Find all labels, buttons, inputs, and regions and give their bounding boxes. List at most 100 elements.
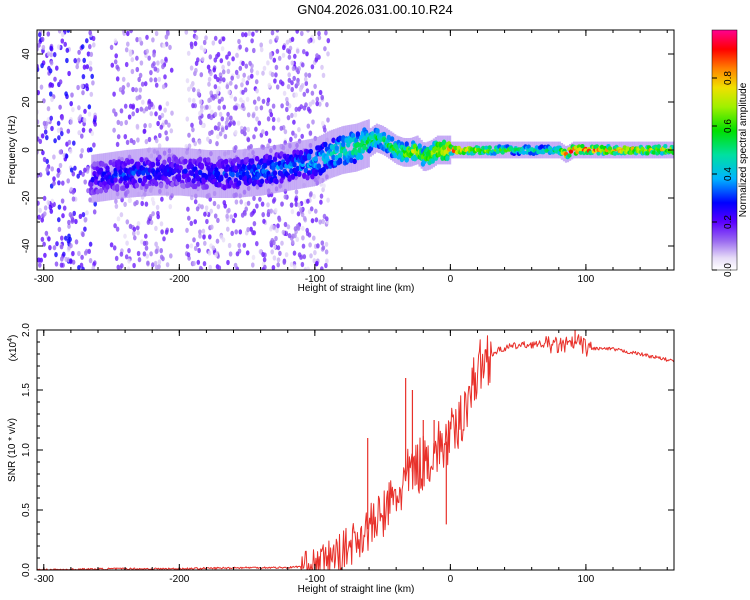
speckle-cell [252,195,256,201]
speckle-cell [80,44,85,50]
ridge-cell [238,174,243,181]
speckle-cell [142,251,147,257]
speckle-cell [161,84,166,90]
speckle-cell [306,106,311,112]
speckle-cell [221,36,226,42]
speckle-cell [116,134,121,140]
speckle-cell [160,112,165,118]
speckle-cell [145,253,149,259]
spectrogram-x-label: Height of straight line (km) [298,283,415,294]
ridge-cell [254,155,260,162]
ridge-cell [492,151,497,156]
speckle-cell [205,104,209,110]
speckle-cell [297,252,302,258]
speckle-cell [157,76,161,82]
speckle-cell [298,86,303,92]
speckle-cell [70,218,75,224]
ridge-cell [253,179,258,185]
speckle-cell [196,91,201,97]
speckle-cell [161,64,165,70]
speckle-cell [135,107,140,114]
speckle-cell [254,79,259,85]
ridge-cell [594,144,600,149]
speckle-cell [154,264,159,270]
speckle-cell [266,202,270,208]
speckle-cell [121,76,126,82]
speckle-cell [299,207,303,213]
ridge-halo [304,139,307,188]
speckle-cell [149,101,154,107]
speckle-cell [195,241,200,247]
ridge-cell [381,131,387,138]
ridge-cell [663,144,668,149]
x-tick-label: -200 [169,574,189,585]
speckle-cell [145,48,149,54]
ridge-cell [337,157,343,164]
speckle-cell [242,72,246,78]
ridge-cell [578,150,583,155]
speckle-cell [273,78,277,84]
speckle-cell [314,57,319,63]
speckle-cell [215,238,220,244]
speckle-cell [149,111,154,117]
speckle-cell [216,217,220,223]
speckle-cell [82,117,87,123]
speckle-cell [49,60,54,66]
speckle-cell [290,80,294,86]
ridge-cell [204,184,209,190]
ridge-cell [359,154,364,160]
speckle-cell [270,249,275,255]
speckle-cell [112,108,116,114]
speckle-cell [320,266,324,270]
speckle-cell [272,244,277,250]
ridge-halo [227,150,230,198]
speckle-cell [292,264,297,270]
speckle-cell [219,76,223,82]
ridge-cell [199,162,204,169]
speckle-cell [321,245,326,251]
speckle-cell [52,52,57,58]
speckle-cell [58,104,62,110]
speckle-cell [198,110,202,116]
speckle-cell [73,58,77,64]
ridge-cell [154,181,159,187]
speckle-cell [65,47,70,53]
speckle-cell [272,255,277,261]
ridge-cell [176,175,182,182]
speckle-cell [210,109,214,115]
speckle-cell [261,98,266,104]
ridge-cell [157,174,162,181]
speckle-cell [304,80,309,86]
speckle-cell [67,70,71,77]
speckle-cell [38,32,42,38]
speckle-cell [289,261,294,267]
speckle-cell [76,173,80,179]
speckle-cell [42,98,46,104]
speckle-cell [243,87,248,93]
speckle-cell [196,57,200,63]
speckle-cell [290,60,295,66]
speckle-cell [115,76,120,82]
speckle-cell [315,101,320,107]
speckle-cell [251,254,256,260]
speckle-cell [305,51,309,57]
speckle-cell [154,241,158,247]
speckle-cell [312,193,316,199]
ridge-cell [232,158,237,164]
speckle-cell [261,129,265,135]
speckle-cell [266,97,271,103]
ridge-cell [157,154,162,161]
speckle-cell [227,242,232,249]
ridge-cell [354,149,359,156]
speckle-cell [325,102,329,108]
speckle-cell [109,44,114,51]
speckle-cell [249,226,253,232]
speckle-cell [68,212,73,218]
speckle-cell [186,206,190,212]
ridge-cell [279,164,284,170]
speckle-cell [296,225,301,231]
ridge-cell [596,151,601,156]
speckle-cell [69,119,73,125]
speckle-cell [113,59,118,65]
speckle-cell [236,120,241,126]
